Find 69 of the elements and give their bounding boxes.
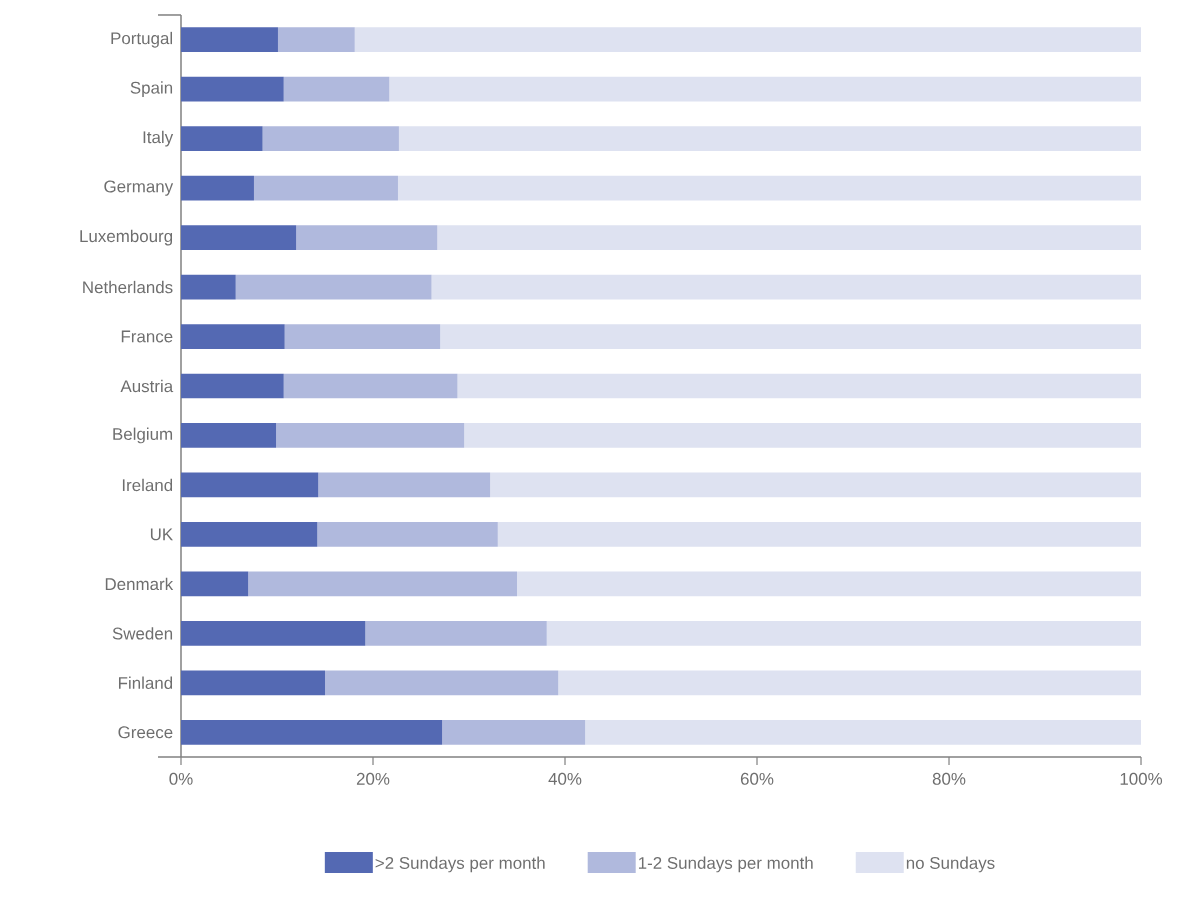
bar: [457, 373, 1142, 399]
bar: [517, 571, 1142, 597]
y-tick-label: Finland: [119, 676, 173, 690]
bar: [437, 225, 1142, 250]
bar: [181, 76, 284, 102]
bar: [490, 472, 1142, 498]
bar: [181, 670, 325, 696]
bar: [276, 423, 465, 448]
bar: [283, 76, 390, 102]
bar: [181, 571, 249, 597]
x-tick-label: 20%: [356, 772, 390, 785]
y-tick-label: Belgium: [113, 427, 173, 444]
bar: [181, 225, 297, 250]
bar: [181, 373, 284, 399]
legend-label: >2 Sundays per month: [375, 856, 545, 873]
bar: [253, 175, 398, 201]
bar: [181, 274, 236, 300]
x-tick-label: 40%: [548, 772, 582, 785]
bar: [317, 522, 498, 547]
x-tick-label: 0%: [169, 772, 193, 785]
y-tick-label: Spain: [130, 81, 173, 98]
bar: [235, 274, 432, 300]
bar: [440, 324, 1142, 349]
bar: [296, 225, 438, 250]
bar: [397, 175, 1142, 201]
bar: [262, 126, 399, 152]
y-tick-label: Sweden: [112, 627, 173, 640]
bar: [318, 472, 491, 498]
bar: [354, 27, 1142, 53]
x-tick-label: 100%: [1120, 772, 1163, 785]
bar: [283, 373, 458, 399]
bar: [442, 719, 586, 745]
y-tick-label: Greece: [118, 726, 173, 739]
bar: [325, 670, 559, 696]
bar: [181, 126, 263, 152]
y-tick-label: Denmark: [105, 577, 174, 591]
bar: [181, 324, 285, 349]
y-tick-label: Netherlands: [83, 280, 173, 294]
bar: [497, 522, 1142, 547]
y-tick-label: Luxembourg: [80, 229, 173, 246]
y-tick-label: Italy: [143, 130, 174, 147]
x-tick-label: 60%: [740, 772, 774, 785]
bar: [181, 472, 319, 498]
bar: [398, 126, 1142, 152]
bar: [181, 423, 277, 448]
y-tick-label: Germany: [104, 180, 174, 196]
x-tick-label: 80%: [932, 772, 966, 785]
y-tick-label: France: [121, 330, 173, 343]
bar: [181, 175, 254, 201]
bar: [181, 620, 366, 646]
bar: [389, 76, 1142, 102]
bar: [431, 274, 1142, 300]
bar: [558, 670, 1142, 696]
bar: [248, 571, 517, 597]
bar: [585, 719, 1142, 745]
y-tick-label: Ireland: [122, 478, 173, 492]
bar: [277, 27, 355, 53]
bar: [284, 324, 441, 349]
y-tick-label: UK: [150, 528, 173, 541]
y-tick-label: Austria: [120, 379, 174, 393]
bar: [181, 719, 443, 745]
bar: [181, 522, 318, 547]
legend-label: 1-2 Sundays per month: [638, 856, 813, 873]
y-tick-label: Portugal: [111, 31, 173, 48]
bar: [546, 620, 1142, 646]
bar: [365, 620, 547, 646]
bar: [464, 423, 1142, 448]
legend-label: no Sundays: [906, 856, 995, 873]
bar: [181, 27, 278, 53]
